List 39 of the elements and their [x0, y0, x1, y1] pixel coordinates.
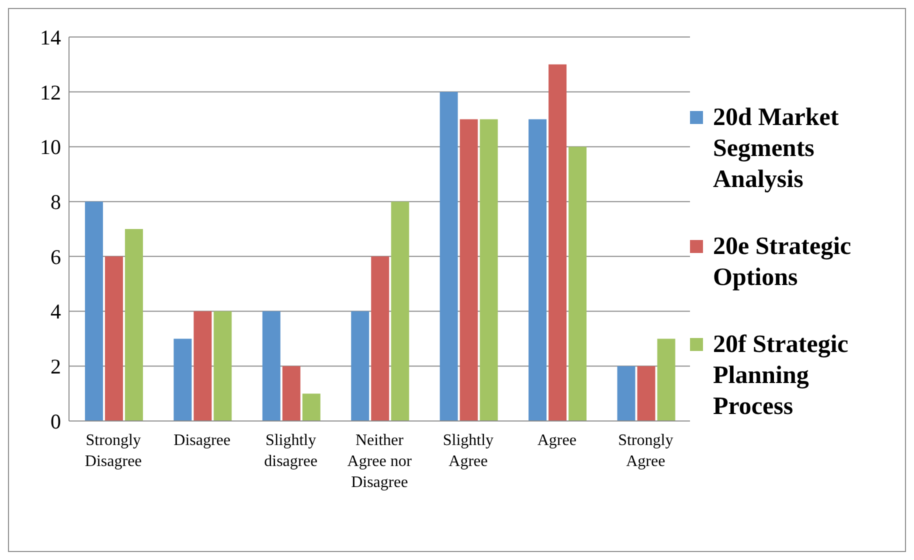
bar [440, 92, 458, 421]
legend-label: 20d Market Segments Analysis [713, 103, 840, 195]
bar [194, 311, 212, 421]
bar [568, 146, 587, 421]
bar [262, 311, 280, 421]
bar [174, 338, 192, 421]
bar [124, 229, 143, 421]
x-tick-label: Strongly Disagree [84, 432, 142, 470]
bar [548, 64, 567, 421]
bar [480, 119, 498, 421]
bar [104, 256, 123, 421]
x-tick-label: Neither Agree nor Disagree [347, 432, 412, 491]
bar [282, 366, 300, 421]
y-tick-label: 14 [40, 25, 62, 50]
x-tick-label: Disagree [174, 432, 230, 449]
bar [391, 202, 410, 421]
y-tick-label: 10 [40, 135, 61, 160]
x-tick-label: Strongly Agree [618, 432, 674, 470]
bar [84, 202, 103, 421]
legend-label: 20f Strategic Planning Process [713, 330, 850, 422]
bar [617, 366, 636, 421]
y-tick-label: 12 [40, 80, 61, 104]
x-tick-label: Agree [537, 432, 576, 449]
y-tick-label: 0 [50, 409, 61, 434]
bar [460, 119, 478, 421]
bar [214, 311, 232, 421]
y-tick-label: 8 [50, 190, 61, 214]
bar [371, 256, 390, 421]
x-tick-label: Slightly Agree [442, 432, 494, 470]
bar [351, 311, 370, 421]
x-tick-label: Slightly disagree [264, 432, 318, 470]
legend-label: 20e Strategic Options [713, 232, 852, 293]
y-tick-label: 4 [50, 300, 62, 324]
y-tick-label: 2 [50, 354, 61, 379]
bar [302, 394, 320, 421]
bar [528, 119, 547, 421]
y-tick-label: 6 [50, 244, 61, 269]
bar [657, 338, 676, 421]
bar [637, 366, 656, 421]
